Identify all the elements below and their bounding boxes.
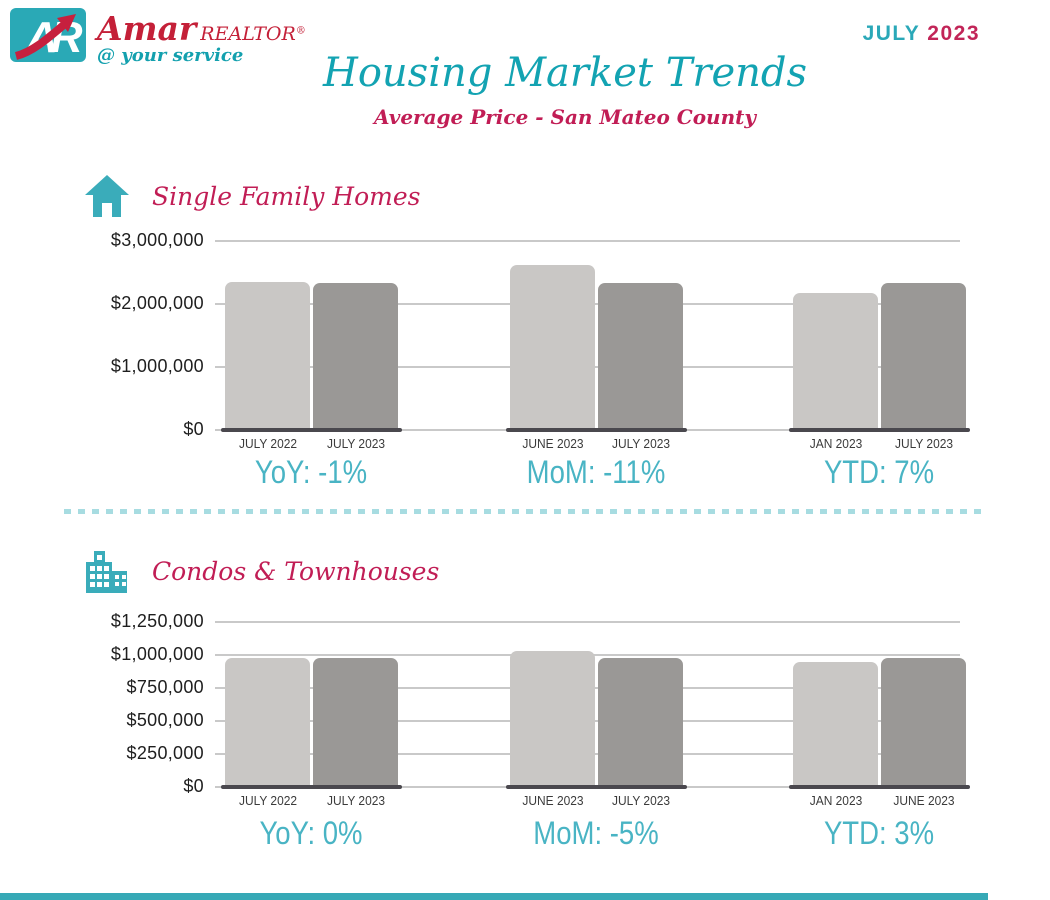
brand-name-line: Amar REALTOR® <box>97 12 306 45</box>
dashed-divider <box>64 509 986 514</box>
y-axis-tick-label: $0 <box>183 776 204 796</box>
stat-label: MoM: -5% <box>533 815 659 851</box>
bar-baseline <box>789 428 970 432</box>
brand-suffix: REALTOR <box>200 23 296 45</box>
stat-label: YTD: 7% <box>823 454 935 490</box>
stat-label: MoM: -11% <box>526 454 666 490</box>
bar <box>313 283 398 430</box>
bar-baseline <box>221 785 402 789</box>
bar <box>793 293 878 430</box>
x-axis-label: JULY 2022 <box>238 793 297 808</box>
x-axis-label: JULY 2023 <box>611 793 670 808</box>
y-axis-tick-label: $1,000,000 <box>110 356 204 376</box>
stat-label: YoY: 0% <box>259 815 363 851</box>
condos-townhouses-section: Condos & Townhouses $1,250,000 $1,000,000… <box>0 540 1050 870</box>
y-axis-tick-label: $1,000,000 <box>110 644 204 664</box>
bar <box>225 282 310 430</box>
page-subtitle: Average Price - San Mateo County <box>374 105 756 129</box>
x-axis-label: JULY 2023 <box>326 793 385 808</box>
gridline <box>215 621 960 623</box>
x-axis-label: JULY 2022 <box>238 436 297 451</box>
section-header: Condos & Townhouses <box>84 549 439 593</box>
bar-baseline <box>506 428 687 432</box>
plot-area <box>215 621 970 789</box>
x-axis-label: JUNE 2023 <box>521 436 584 451</box>
report-date-month: JULY <box>862 22 920 45</box>
brand-logo-icon: AR <box>10 8 86 62</box>
building-icon <box>86 551 127 593</box>
single-family-homes-section: Single Family Homes $3,000,000 $2,000,000… <box>0 170 1050 505</box>
section-header: Single Family Homes <box>84 174 420 218</box>
gridline <box>215 240 960 242</box>
brand-tagline: @ your service <box>97 45 244 66</box>
section-title: Single Family Homes <box>152 181 421 211</box>
bar <box>881 658 966 787</box>
plot-area <box>215 240 970 432</box>
house-icon <box>85 175 129 217</box>
report-date: JULY 2023 <box>863 22 980 46</box>
y-axis-tick-label: $1,250,000 <box>110 611 204 631</box>
y-axis-tick-label: $0 <box>183 419 204 439</box>
section-title: Condos & Townhouses <box>152 556 440 586</box>
registered-mark: ® <box>295 25 306 37</box>
bar <box>793 662 878 787</box>
bar <box>510 265 595 430</box>
bar-baseline <box>221 428 402 432</box>
x-axis-label: JULY 2023 <box>611 436 670 451</box>
brand-name: Amar <box>97 9 197 48</box>
bar <box>598 283 683 430</box>
y-axis-tick-label: $500,000 <box>126 710 204 730</box>
brand-logo: AR Amar REALTOR® @ your service <box>10 8 306 65</box>
stat-label: YoY: -1% <box>254 454 368 490</box>
x-axis-label: JAN 2023 <box>809 793 862 808</box>
report-date-year: 2023 <box>927 22 980 45</box>
bar-baseline <box>789 785 970 789</box>
bar <box>313 658 398 787</box>
x-axis-label: JUNE 2023 <box>892 793 955 808</box>
x-axis-label: JULY 2023 <box>894 436 953 451</box>
x-axis-label: JULY 2023 <box>326 436 385 451</box>
bottom-accent-bar <box>0 893 988 900</box>
x-axis-label: JUNE 2023 <box>521 793 584 808</box>
y-axis-tick-label: $250,000 <box>126 743 204 763</box>
bar <box>225 658 310 787</box>
y-axis-tick-label: $2,000,000 <box>110 293 204 313</box>
bar <box>598 658 683 787</box>
y-axis-tick-label: $750,000 <box>126 677 204 697</box>
bar <box>881 283 966 430</box>
bar <box>510 651 595 787</box>
bar-baseline <box>506 785 687 789</box>
y-axis-tick-label: $3,000,000 <box>110 230 204 250</box>
stat-label: YTD: 3% <box>823 815 935 851</box>
brand-logo-text: Amar REALTOR® @ your service <box>97 8 306 65</box>
x-axis-label: JAN 2023 <box>809 436 862 451</box>
page-title: Housing Market Trends <box>322 50 808 96</box>
